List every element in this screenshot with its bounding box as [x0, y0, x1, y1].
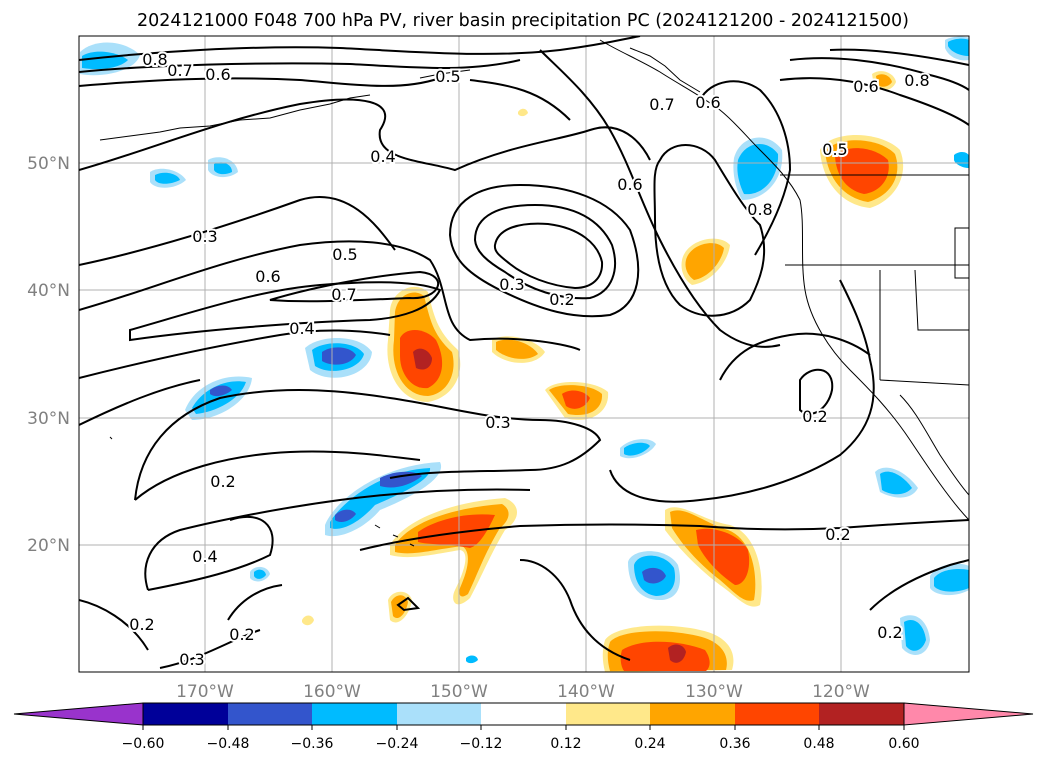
colorbar-bin — [735, 703, 819, 725]
colorbar-tick-label: −0.24 — [376, 736, 419, 752]
contour-label: 0.2 — [229, 625, 254, 644]
contour-label: 0.3 — [179, 650, 204, 669]
colorbar-tick-label: 0.60 — [888, 736, 919, 752]
colorbar-tick-label: −0.12 — [460, 736, 503, 752]
x-tick-label: 140°W — [557, 682, 615, 702]
contour-label: 0.3 — [192, 227, 217, 246]
colorbar-bin — [566, 703, 650, 725]
contour-label: 0.6 — [255, 267, 280, 286]
y-tick-label: 40°N — [27, 281, 70, 301]
map-title: 2024121000 F048 700 hPa PV, river basin … — [137, 11, 909, 31]
contour-label: 0.3 — [499, 275, 524, 294]
contour-label: 0.8 — [904, 71, 929, 90]
contour-label: 0.4 — [192, 547, 217, 566]
contour-label: 0.6 — [617, 175, 642, 194]
colorbar-bin — [819, 703, 904, 725]
contour-label: 0.5 — [435, 67, 460, 86]
colorbar-bin — [650, 703, 735, 725]
colorbar-tick-label: −0.36 — [291, 736, 334, 752]
x-tick-label: 170°W — [176, 682, 234, 702]
y-tick-label: 50°N — [27, 154, 70, 174]
contour-label: 0.8 — [747, 200, 772, 219]
contour-label: 0.2 — [825, 525, 850, 544]
x-tick-label: 130°W — [685, 682, 743, 702]
contour-label: 0.2 — [129, 615, 154, 634]
colorbar-extend-max — [903, 702, 1034, 726]
negative-precip-shading — [80, 36, 969, 664]
colorbar-frame — [142, 702, 905, 726]
colorbar-bin — [397, 703, 481, 725]
pv-contours — [79, 36, 969, 669]
colorbar-tick-label: 0.12 — [550, 736, 581, 752]
contour-label: 0.5 — [332, 245, 357, 264]
contour-label: 0.5 — [822, 140, 847, 159]
x-tick-label: 160°W — [303, 682, 361, 702]
contour-label: 0.6 — [205, 65, 230, 84]
contour-label: 0.7 — [649, 95, 674, 114]
coastlines — [99, 39, 969, 612]
colorbar-tick-label: 0.48 — [803, 736, 834, 752]
contour-label: 0.3 — [485, 413, 510, 432]
colorbar-tick-label: 0.24 — [634, 736, 665, 752]
y-axis-labels: 50°N 40°N 30°N 20°N — [27, 154, 70, 556]
contour-label: 0.6 — [695, 93, 720, 112]
colorbar-bin — [143, 703, 228, 725]
contour-labels: 0.8 0.7 0.6 0.5 0.4 0.3 0.6 0.5 0.7 0.4 … — [127, 48, 931, 671]
map-frame — [78, 35, 970, 673]
colorbar-bin — [481, 703, 566, 725]
x-tick-label: 120°W — [812, 682, 870, 702]
contour-label: 0.7 — [167, 61, 192, 80]
y-tick-label: 20°N — [27, 536, 70, 556]
contour-label: 0.2 — [549, 290, 574, 309]
contour-label: 0.7 — [331, 285, 356, 304]
map-panel: 0.8 0.7 0.6 0.5 0.4 0.3 0.6 0.5 0.7 0.4 … — [79, 36, 969, 672]
colorbar-tick-label: −0.60 — [122, 736, 165, 752]
y-tick-label: 30°N — [27, 409, 70, 429]
colorbar-extend-min — [13, 702, 144, 726]
contour-label: 0.2 — [877, 623, 902, 642]
colorbar-bin — [312, 703, 397, 725]
contour-label: 0.2 — [210, 472, 235, 491]
colorbar: −0.60 −0.48 −0.36 −0.24 −0.12 0.12 0.24 … — [13, 702, 1034, 752]
contour-label: 0.6 — [853, 77, 878, 96]
colorbar-tick-label: −0.48 — [207, 736, 250, 752]
contour-label: 0.4 — [289, 319, 314, 338]
x-tick-label: 150°W — [430, 682, 488, 702]
colorbar-tick-label: 0.36 — [719, 736, 750, 752]
contour-label: 0.2 — [802, 407, 827, 426]
contour-label: 0.4 — [370, 147, 395, 166]
x-axis-labels: 170°W 160°W 150°W 140°W 130°W 120°W — [176, 682, 870, 702]
colorbar-bin — [228, 703, 312, 725]
contour-label: 0.8 — [142, 50, 167, 69]
graticule — [79, 36, 969, 672]
